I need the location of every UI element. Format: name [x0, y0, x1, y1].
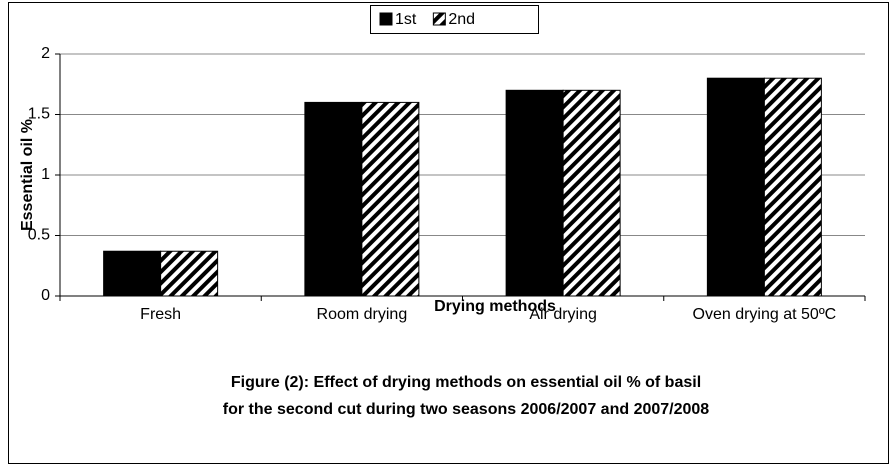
y-tick-label: 1 — [41, 166, 50, 183]
frame — [8, 2, 889, 464]
bar — [361, 101, 420, 297]
y-axis-label: Essential oil % — [19, 119, 36, 231]
bar — [505, 89, 564, 297]
bar — [304, 101, 363, 297]
x-tick-label: Fresh — [140, 306, 182, 323]
caption-line: Figure (2): Effect of drying methods on … — [231, 374, 701, 391]
caption-line: for the second cut during two seasons 20… — [223, 401, 710, 418]
legend-swatch — [432, 12, 446, 26]
bar — [562, 89, 621, 297]
y-tick-label: 0 — [41, 287, 50, 304]
bar — [103, 250, 162, 297]
x-tick-label: Room drying — [316, 306, 408, 323]
x-tick-label: Oven drying at 50ºC — [692, 306, 837, 323]
y-tick-label: 1.5 — [28, 106, 50, 123]
legend-label: 1st — [395, 11, 417, 28]
y-tick-label: 2 — [41, 45, 50, 62]
bar — [763, 77, 822, 297]
y-tick-label: 0.5 — [28, 227, 50, 244]
x-tick-label: Air drying — [529, 306, 597, 323]
legend-swatch — [379, 12, 393, 26]
bar — [706, 77, 765, 297]
x-axis-label: Drying methods — [434, 298, 556, 315]
legend-label: 2nd — [448, 11, 475, 28]
legend-box — [370, 5, 539, 34]
bar — [160, 250, 219, 297]
